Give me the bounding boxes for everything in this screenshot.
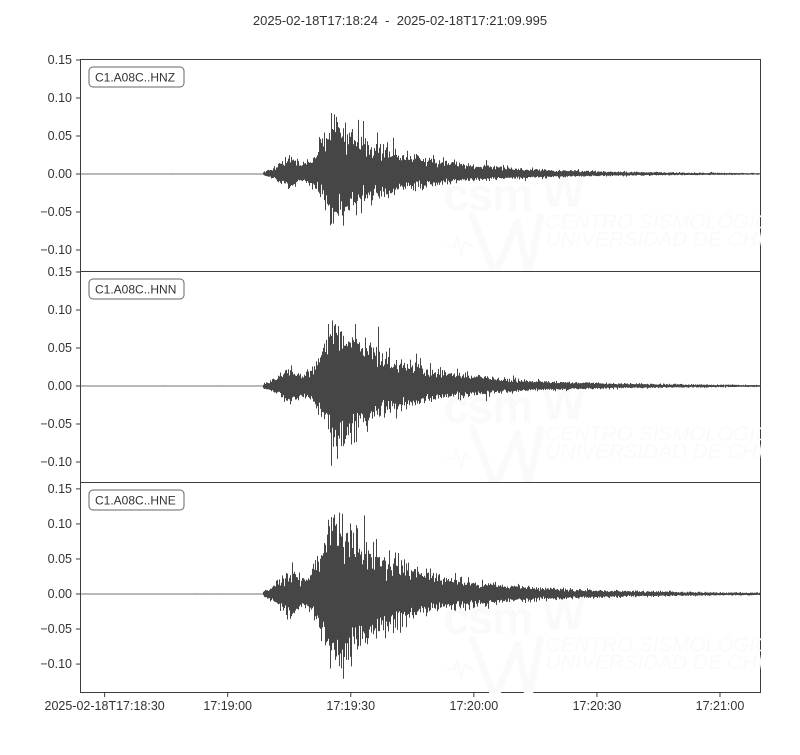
svg-text:17:21:00: 17:21:00 <box>696 699 745 713</box>
svg-text:0.05: 0.05 <box>48 552 72 566</box>
svg-text:−0.05: −0.05 <box>40 417 72 431</box>
svg-text:UNIVERSIDAD DE CHILE: UNIVERSIDAD DE CHILE <box>546 651 790 674</box>
svg-text:2025-02-18T17:18:30: 2025-02-18T17:18:30 <box>45 699 165 713</box>
svg-text:17:20:30: 17:20:30 <box>573 699 622 713</box>
svg-text:C1.A08C..HNE: C1.A08C..HNE <box>95 494 176 508</box>
svg-text:0.00: 0.00 <box>48 167 72 181</box>
svg-text:2025-02-18T17:18:24 - 2025-0: 2025-02-18T17:18:24 - 2025-02-18T17:21:0… <box>253 13 547 28</box>
svg-text:−0.10: −0.10 <box>40 657 72 671</box>
svg-text:−0.10: −0.10 <box>40 243 72 257</box>
svg-text:UNIVERSIDAD DE CHILE: UNIVERSIDAD DE CHILE <box>546 228 790 251</box>
svg-text:0.10: 0.10 <box>48 91 72 105</box>
svg-text:0.05: 0.05 <box>48 341 72 355</box>
svg-text:0.00: 0.00 <box>48 587 72 601</box>
svg-text:−0.05: −0.05 <box>40 205 72 219</box>
svg-text:UNIVERSIDAD DE CHILE: UNIVERSIDAD DE CHILE <box>546 440 790 463</box>
svg-text:0.10: 0.10 <box>48 303 72 317</box>
svg-text:0.15: 0.15 <box>48 53 72 67</box>
svg-text:17:19:30: 17:19:30 <box>326 699 375 713</box>
svg-text:17:20:00: 17:20:00 <box>450 699 499 713</box>
svg-text:0.15: 0.15 <box>48 265 72 279</box>
svg-text:0.10: 0.10 <box>48 517 72 531</box>
svg-text:C1.A08C..HNN: C1.A08C..HNN <box>95 283 176 297</box>
svg-text:0.05: 0.05 <box>48 129 72 143</box>
svg-text:−0.10: −0.10 <box>40 455 72 469</box>
svg-text:17:19:00: 17:19:00 <box>203 699 252 713</box>
svg-text:−0.05: −0.05 <box>40 622 72 636</box>
svg-text:0.00: 0.00 <box>48 379 72 393</box>
svg-text:0.15: 0.15 <box>48 482 72 496</box>
svg-text:C1.A08C..HNZ: C1.A08C..HNZ <box>95 71 175 85</box>
